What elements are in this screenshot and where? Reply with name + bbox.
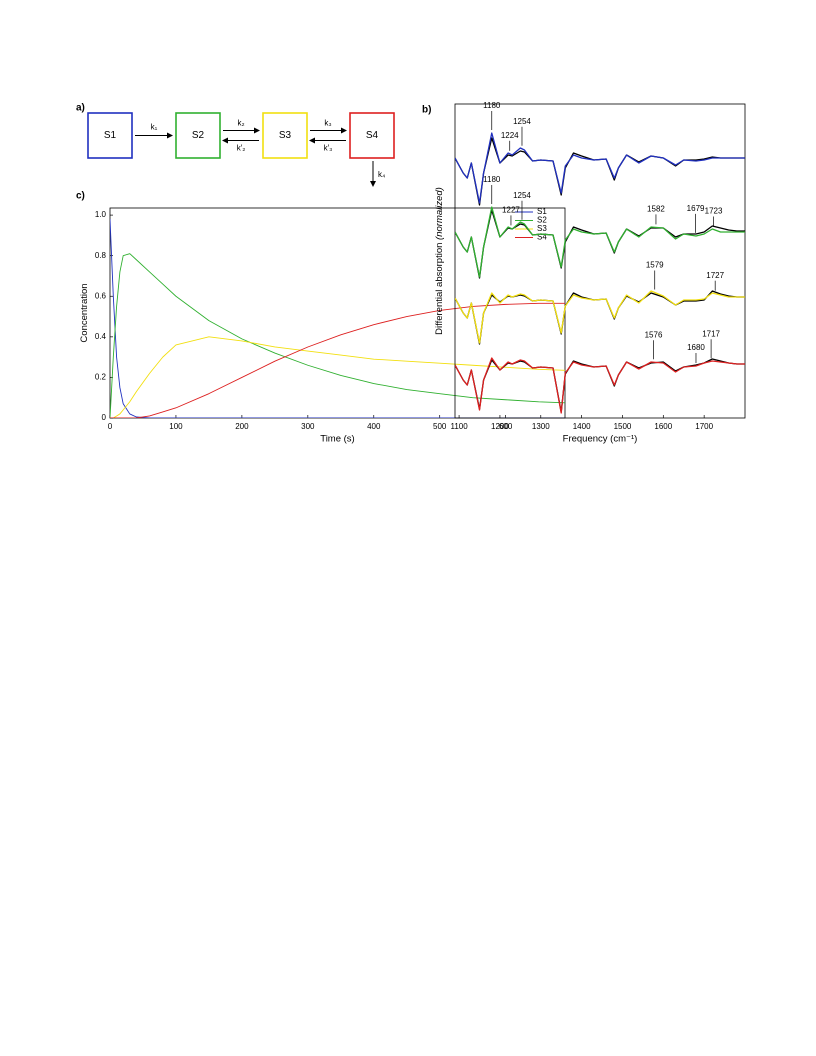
peak-label: 1254 [513, 191, 531, 200]
series-line [110, 219, 565, 418]
peak-label: 1717 [702, 329, 720, 338]
y-axis-label: Differential absorption (normalized) [434, 187, 445, 335]
series-line [110, 253, 565, 418]
legend-label: S2 [537, 216, 547, 225]
peak-label: 1579 [646, 261, 664, 270]
state-box [349, 112, 395, 159]
state-box [262, 112, 308, 159]
x-tick-label: 1700 [695, 422, 713, 431]
rate-label: k₃ [324, 119, 331, 128]
peak-label: 1227 [502, 206, 520, 215]
x-tick-label: 1200 [491, 422, 509, 431]
y-axis-label-text: Concentration [79, 283, 90, 342]
panel-label: b) [422, 105, 431, 116]
state-label: S1 [104, 130, 117, 141]
panel-label: a) [76, 103, 85, 114]
x-tick-label: 1100 [450, 422, 468, 431]
panel-label: c) [76, 191, 85, 202]
peak-label: 1582 [647, 205, 665, 214]
peak-label: 1680 [687, 343, 705, 352]
y-tick-label: 0 [102, 413, 107, 422]
y-axis-label-note: (normalized) [434, 187, 445, 240]
series-line [455, 357, 745, 414]
x-tick-label: 100 [169, 422, 183, 431]
x-tick-label: 1400 [573, 422, 591, 431]
y-axis-label: Concentration [79, 283, 90, 342]
series-line [455, 137, 745, 206]
peak-label: 1723 [705, 207, 723, 216]
x-tick-label: 1300 [532, 422, 550, 431]
y-tick-label: 0.2 [95, 373, 107, 382]
y-tick-label: 0.8 [95, 251, 107, 260]
y-tick-label: 0.4 [95, 332, 107, 341]
y-tick-label: 1.0 [95, 210, 107, 219]
plot-frame [109, 207, 566, 419]
peak-label: 1254 [513, 117, 531, 126]
series-line [455, 132, 745, 204]
peak-label: 1679 [687, 204, 705, 213]
state-label: S4 [366, 130, 379, 141]
rate-label: k₄ [378, 170, 385, 179]
x-tick-label: 0 [108, 422, 113, 431]
x-axis-label: Time (s) [320, 434, 354, 445]
state-box [87, 112, 133, 159]
rate-label: k′₃ [324, 144, 333, 153]
rate-label: k₁ [151, 123, 158, 132]
series-line [455, 206, 745, 278]
state-label: S3 [279, 130, 292, 141]
series-line [455, 209, 745, 279]
series-line [110, 336, 565, 418]
x-tick-label: 500 [433, 422, 447, 431]
x-tick-label: 300 [301, 422, 315, 431]
legend-label: S4 [537, 233, 547, 242]
state-label: S2 [192, 130, 205, 141]
peak-label: 1727 [706, 271, 724, 280]
legend-label: S3 [537, 224, 547, 233]
x-tick-label: 1500 [614, 422, 632, 431]
x-tick-label: 1600 [654, 422, 672, 431]
x-axis-label: Frequency (cm⁻¹) [563, 434, 638, 445]
rate-label: k′₂ [237, 144, 246, 153]
rate-label: k₂ [237, 119, 244, 128]
peak-label: 1180 [483, 101, 501, 110]
plot-frame [454, 103, 746, 419]
y-tick-label: 0.6 [95, 291, 107, 300]
series-line [455, 290, 745, 344]
peak-label: 1180 [483, 175, 501, 184]
series-line [110, 302, 565, 418]
peak-label: 1576 [645, 330, 663, 339]
x-tick-label: 200 [235, 422, 249, 431]
x-tick-label: 400 [367, 422, 381, 431]
y-axis-label-text: Differential absorption [434, 240, 445, 335]
legend-label: S1 [537, 207, 547, 216]
x-tick-label: 600 [499, 422, 513, 431]
state-box [175, 112, 221, 159]
peak-label: 1224 [501, 131, 519, 140]
